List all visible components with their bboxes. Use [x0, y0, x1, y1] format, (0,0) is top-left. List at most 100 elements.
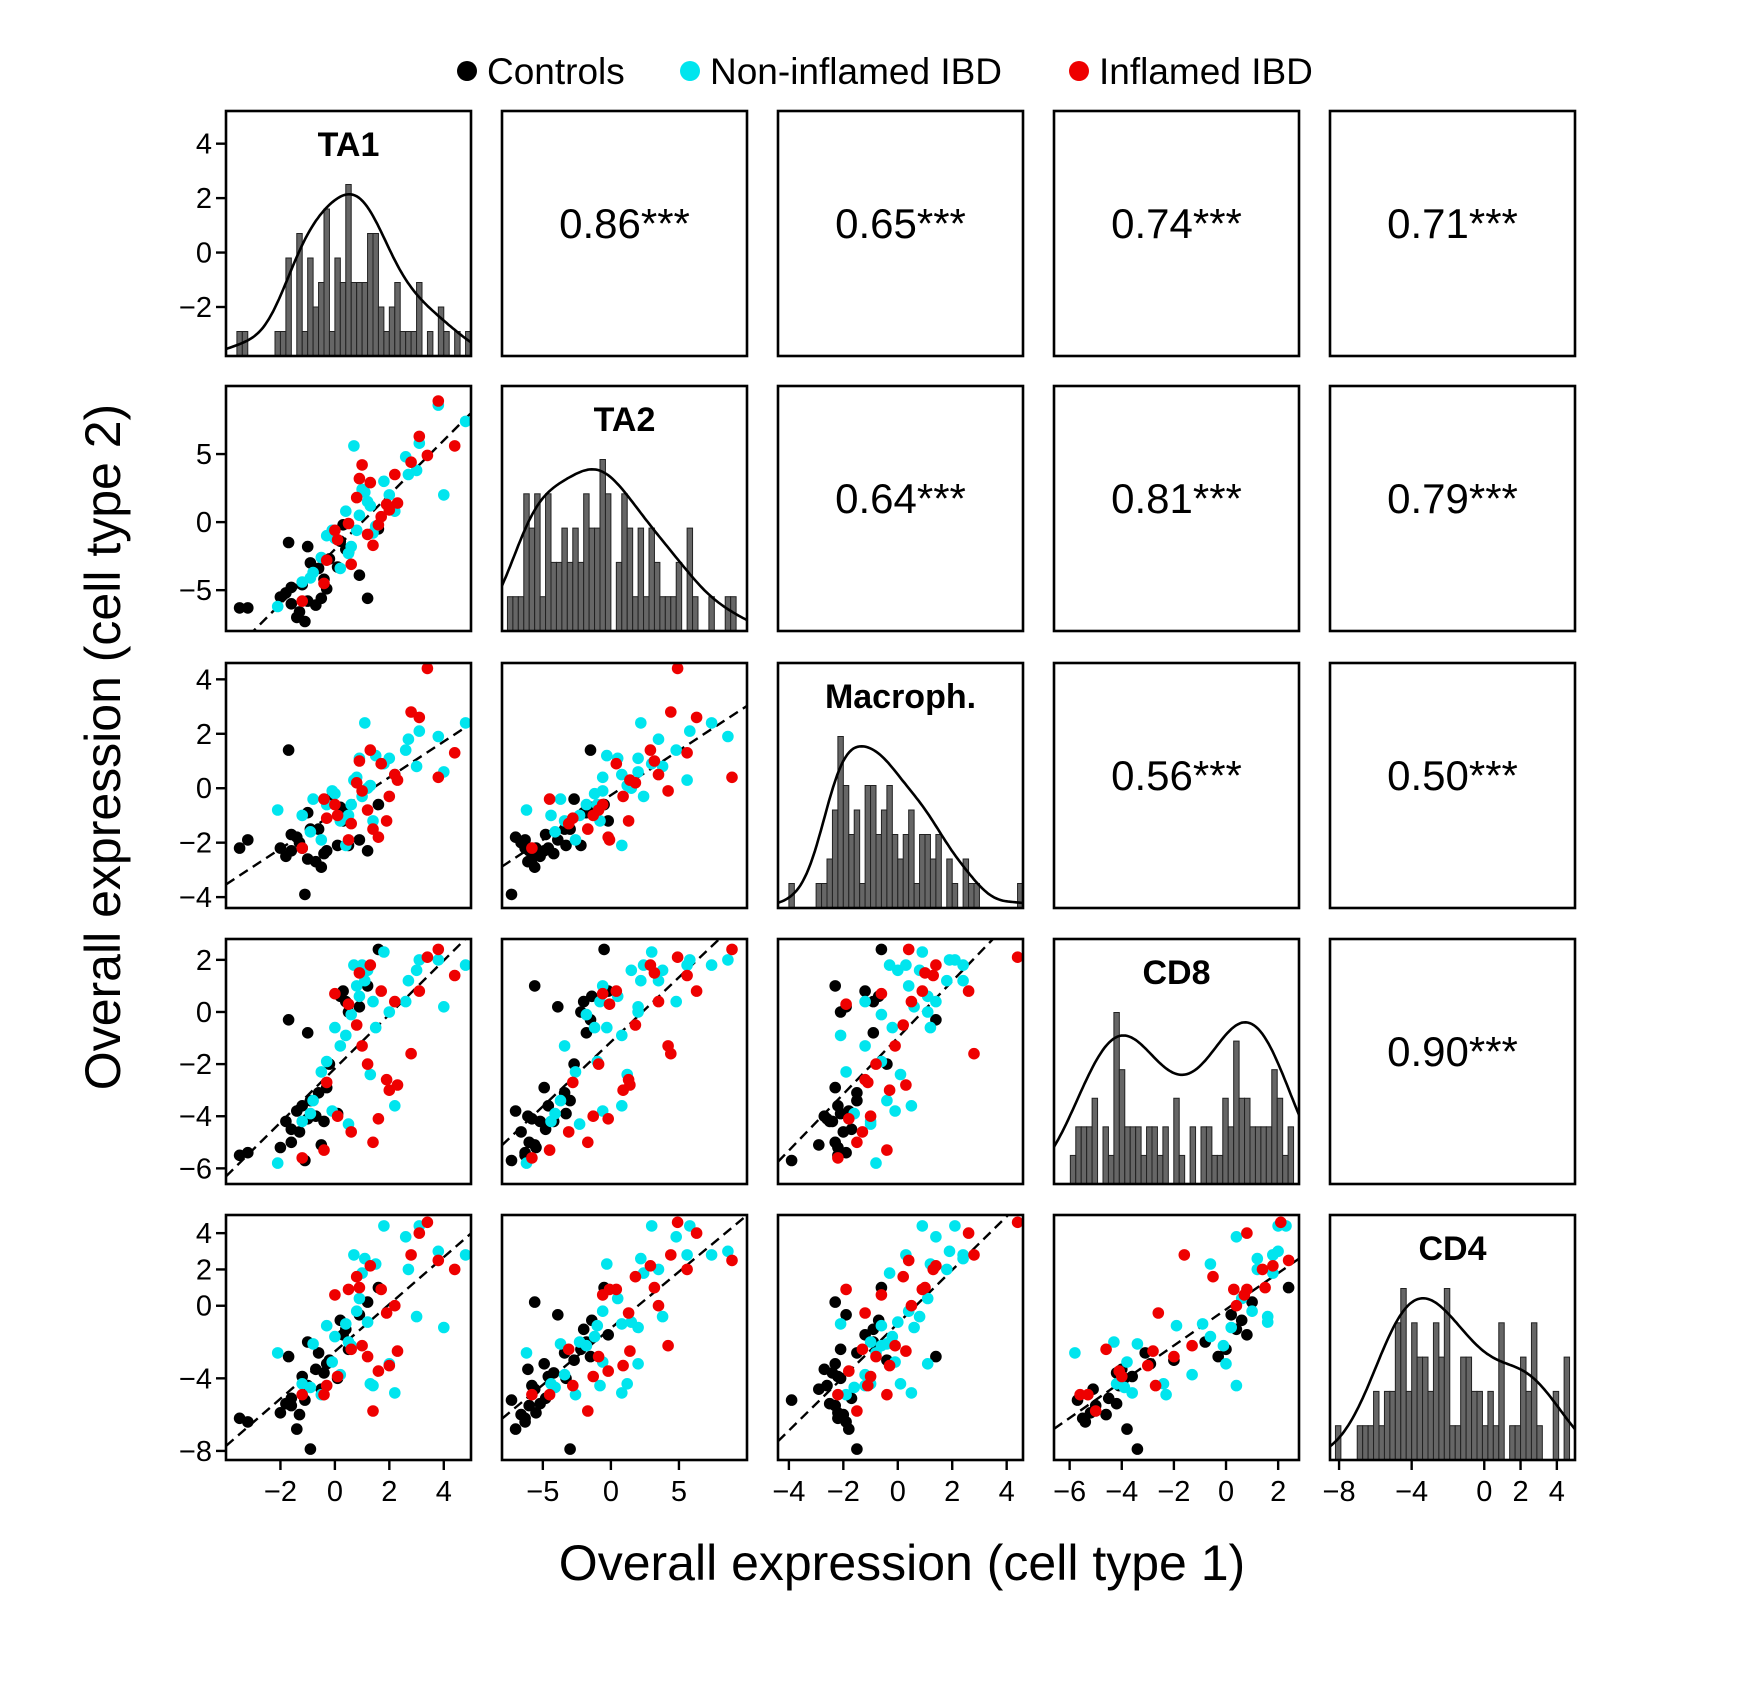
histogram-bar-TA2-22 — [621, 493, 628, 631]
panel-title-CD4: CD4 — [1418, 1230, 1486, 1268]
panel-frame-3-0 — [224, 937, 473, 1186]
scatter-point-1-0-25 — [301, 540, 314, 553]
histogram-bar-CD4-30 — [1492, 1425, 1500, 1460]
scatter-point-3-0-36 — [353, 990, 366, 1003]
scatter-point-3-1-22 — [552, 1001, 564, 1013]
scatter-point-4-1-23 — [528, 1296, 541, 1308]
scatter-point-4-1-78 — [648, 1281, 661, 1294]
scatter-point-4-3-75 — [1256, 1263, 1269, 1276]
scatter-point-3-0-31 — [315, 1066, 328, 1078]
scatter-point-4-0-39 — [348, 1249, 360, 1261]
scatter-point-3-0-38 — [367, 995, 379, 1008]
scatter-point-2-1-16 — [547, 847, 560, 860]
scatter-point-3-1-82 — [562, 1126, 575, 1138]
scatter-point-4-0-79 — [383, 1359, 396, 1372]
scatter-point-2-0-73 — [421, 663, 434, 675]
histogram-bar-Macroph.-27 — [924, 834, 931, 908]
scatter-point-4-1-5 — [515, 1408, 527, 1421]
scatter-point-3-0-64 — [356, 1040, 368, 1052]
scatter-point-4-3-1 — [1079, 1416, 1092, 1428]
scatter-point-3-1-62 — [603, 998, 616, 1010]
panel-frame-2-0 — [224, 661, 473, 910]
histogram-bar-Macroph.-7 — [815, 883, 823, 908]
scatter-point-2-0-14 — [315, 861, 328, 873]
scatter-point-2-0-62 — [342, 834, 355, 846]
scatter-point-4-3-12 — [1131, 1443, 1144, 1455]
scatter-point-2-1-34 — [580, 798, 593, 811]
scatter-point-4-0-72 — [405, 1249, 417, 1261]
scatter-point-3-1-41 — [601, 1021, 613, 1034]
scatter-point-1-0-64 — [356, 459, 368, 471]
scatter-point-3-2-64 — [889, 1040, 901, 1052]
scatter-point-2-1-68 — [610, 757, 623, 770]
scatter-point-1-0-60 — [320, 554, 333, 566]
scatter-point-3-0-78 — [353, 967, 366, 979]
scatter-point-4-3-69 — [1152, 1307, 1165, 1319]
scatter-point-3-0-72 — [405, 1047, 417, 1060]
scatter-point-2-1-73 — [671, 663, 684, 675]
scatter-point-4-1-63 — [629, 1270, 642, 1283]
histogram-bar-CD4-10 — [1383, 1390, 1391, 1460]
scatter-point-4-0-48 — [438, 1321, 450, 1334]
x-tick-label-1--5: −5 — [526, 1476, 559, 1508]
scatter-point-4-1-17 — [568, 1354, 580, 1366]
scatter-point-4-2-72 — [968, 1249, 980, 1261]
histogram-bar-TA2-13 — [572, 527, 579, 631]
scatter-point-3-2-16 — [826, 1115, 839, 1128]
scatter-point-1-0-68 — [375, 510, 388, 523]
scatter-point-3-1-27 — [560, 1107, 572, 1120]
scatter-point-4-3-70 — [1230, 1299, 1243, 1312]
correlation-label-1-4: 0.79*** — [1387, 475, 1518, 522]
scatter-point-1-0-76 — [367, 539, 379, 552]
scatter-point-4-3-77 — [1116, 1370, 1128, 1383]
scatter-point-2-1-39 — [681, 774, 693, 786]
scatter-point-4-1-54 — [573, 1336, 586, 1348]
scatter-point-3-1-75 — [681, 969, 693, 982]
scatter-point-4-1-66 — [644, 1260, 657, 1272]
histogram-bar-Macroph.-25 — [913, 883, 921, 908]
density-curve-CD8 — [1054, 1020, 1299, 1148]
scatter-point-3-0-66 — [364, 959, 377, 971]
histogram-bar-CD8-33 — [1233, 1040, 1240, 1184]
scatter-point-4-0-26 — [312, 1347, 325, 1359]
histogram-bar-TA2-7 — [539, 596, 547, 631]
histogram-bar-TA1-40 — [443, 331, 450, 356]
scatter-point-1-0-36 — [353, 509, 366, 522]
scatter-point-2-0-64 — [356, 785, 368, 797]
histogram-bar-TA2-35 — [692, 596, 699, 631]
scatter-point-2-0-65 — [361, 804, 374, 816]
scatter-point-1-0-48 — [438, 489, 450, 501]
histogram-bar-Macroph.-13 — [848, 834, 855, 908]
histogram-bar-CD4-25 — [1465, 1356, 1473, 1460]
correlation-label-2-4: 0.50*** — [1387, 752, 1518, 799]
scatter-point-4-2-15 — [930, 1350, 942, 1363]
scatter-point-3-2-81 — [881, 1144, 893, 1156]
histogram-bar-Macroph.-15 — [859, 883, 866, 908]
scatter-point-1-0-58 — [304, 572, 317, 584]
histogram-bar-TA1-23 — [350, 282, 358, 356]
scatter-point-3-0-41 — [369, 1021, 382, 1034]
regression-line-4-2 — [778, 1215, 1010, 1443]
scatter-point-4-3-78 — [1259, 1281, 1271, 1294]
scatter-point-3-2-59 — [832, 1152, 844, 1164]
scatter-point-2-0-49 — [459, 717, 471, 729]
scatter-point-3-0-70 — [389, 995, 401, 1008]
scatter-point-2-0-75 — [448, 747, 461, 759]
scatter-point-3-0-33 — [334, 1040, 347, 1052]
scatter-point-4-0-78 — [353, 1281, 366, 1294]
scatter-point-4-2-23 — [829, 1296, 841, 1308]
panel-frame-2-2 — [776, 661, 1025, 910]
scatter-point-3-0-34 — [345, 1008, 358, 1021]
scatter-point-3-0-52 — [320, 1055, 333, 1068]
scatter-point-4-1-82 — [562, 1343, 575, 1356]
scatter-point-4-2-27 — [834, 1372, 847, 1385]
scatter-point-4-2-75 — [927, 1263, 939, 1276]
scatter-point-3-0-49 — [459, 959, 471, 971]
histogram-bar-CD8-13 — [1124, 1126, 1131, 1184]
histogram-bar-CD8-3 — [1069, 1154, 1077, 1184]
scatter-point-3-2-62 — [840, 998, 852, 1010]
scatter-point-3-0-69 — [380, 1073, 393, 1086]
scatter-point-2-1-8 — [509, 831, 522, 843]
scatter-point-1-0-74 — [432, 395, 445, 407]
scatter-point-3-0-81 — [318, 1144, 330, 1156]
